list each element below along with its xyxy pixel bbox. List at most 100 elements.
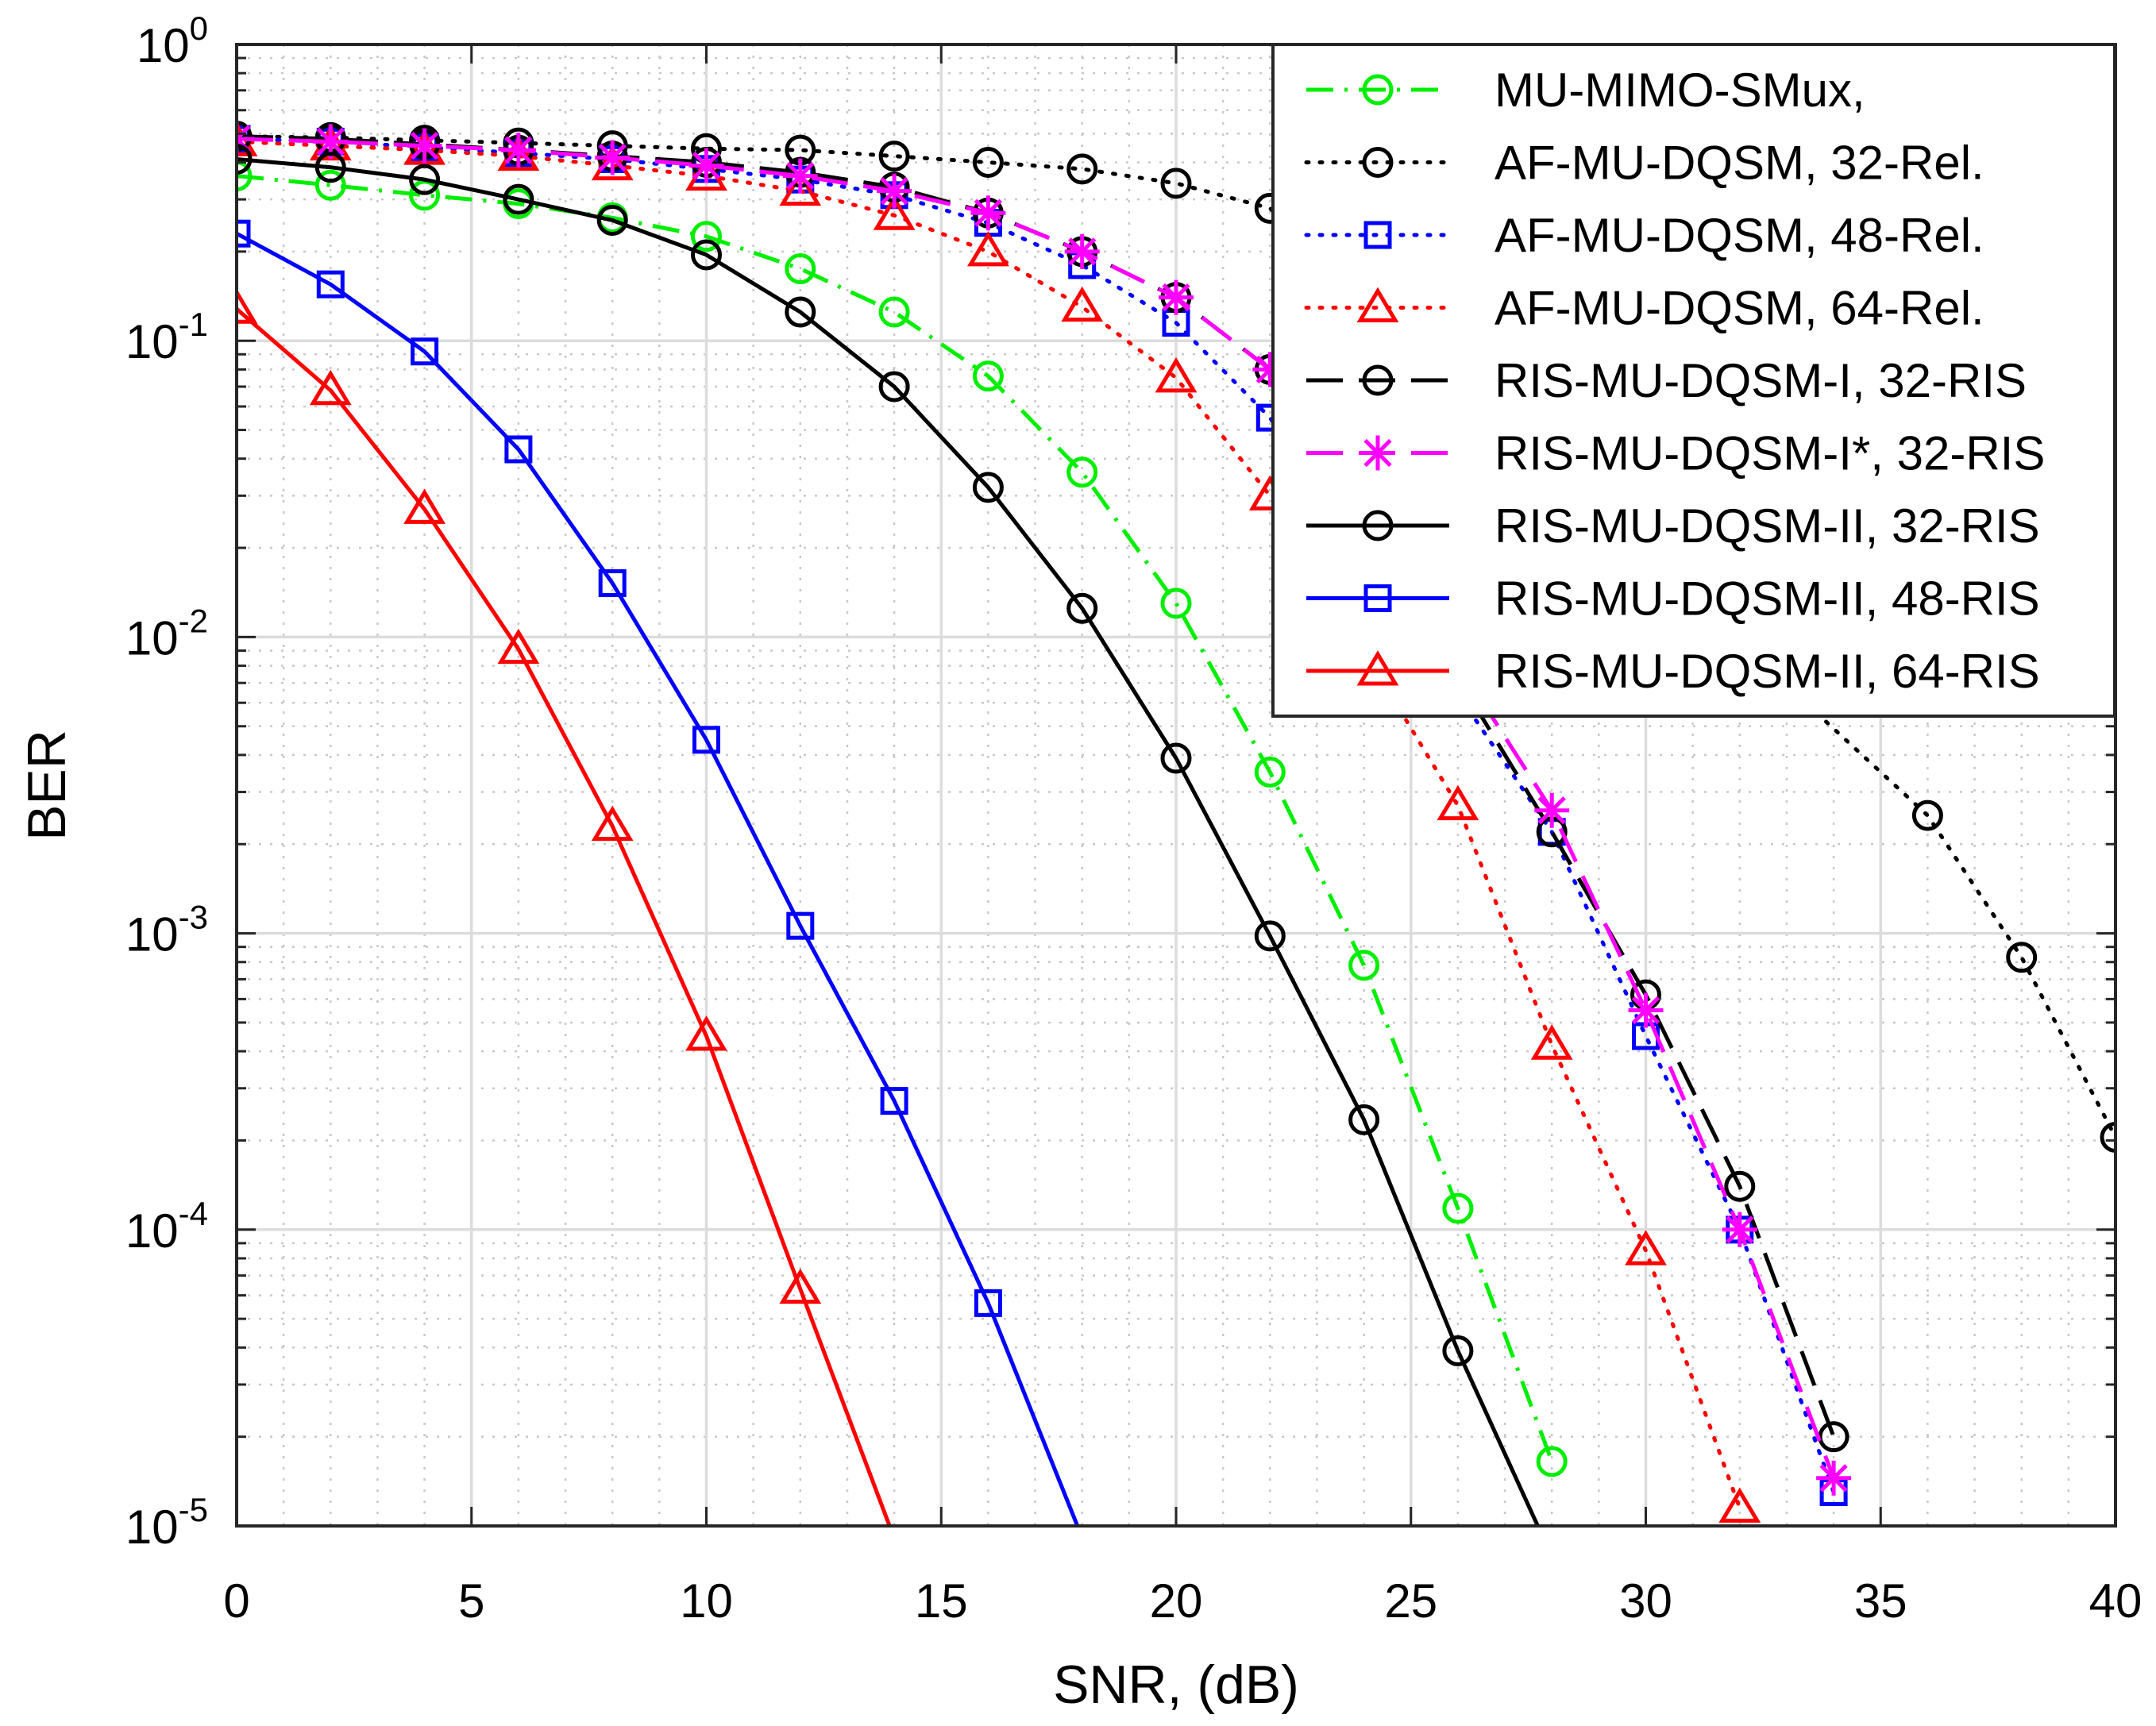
y-tick-label: 10-1 bbox=[125, 306, 208, 368]
circle-marker bbox=[409, 164, 441, 195]
legend-entry: AF-MU-DQSM, 48-Rel. bbox=[1304, 209, 1984, 262]
triangle-marker bbox=[309, 369, 352, 406]
asterisk-marker bbox=[1252, 352, 1288, 387]
series-line bbox=[237, 139, 1742, 1510]
legend-entry: AF-MU-DQSM, 64-Rel. bbox=[1304, 282, 1984, 335]
circle-marker bbox=[1442, 1192, 1474, 1224]
series-9 bbox=[237, 288, 892, 1526]
legend-label: RIS-MU-DQSM-I, 32-RIS bbox=[1495, 354, 2027, 407]
x-tick-label: 0 bbox=[223, 1574, 249, 1628]
circle-marker bbox=[691, 221, 722, 252]
asterisk-marker bbox=[782, 158, 818, 194]
triangle-marker bbox=[1061, 286, 1104, 322]
circle-marker bbox=[314, 152, 346, 183]
circle-marker bbox=[1160, 588, 1192, 619]
circle-marker bbox=[1160, 168, 1192, 199]
series-layer bbox=[237, 121, 2116, 1526]
circle-marker bbox=[596, 204, 628, 236]
square-marker bbox=[974, 1289, 1002, 1317]
triangle-marker bbox=[967, 230, 1009, 267]
circle-marker bbox=[1362, 74, 1394, 106]
legend-label: AF-MU-DQSM, 48-Rel. bbox=[1495, 209, 1984, 262]
square-marker bbox=[237, 219, 251, 248]
triangle-marker bbox=[403, 488, 445, 524]
circle-marker bbox=[237, 160, 253, 192]
x-tick-label: 15 bbox=[915, 1574, 968, 1628]
legend: MU-MIMO-SMux, AF-MU-DQSM, 32-Rel. AF-MU-DQ… bbox=[1271, 43, 2116, 718]
series-line bbox=[237, 157, 1540, 1526]
triangle-marker bbox=[591, 805, 634, 842]
circle-marker bbox=[1066, 153, 1098, 185]
triangle-marker bbox=[237, 288, 258, 324]
asterisk-marker bbox=[688, 148, 724, 183]
legend-entry: MU-MIMO-SMux, bbox=[1306, 64, 1865, 117]
square-marker bbox=[411, 337, 439, 366]
square-marker bbox=[880, 1087, 908, 1115]
triangle-marker bbox=[779, 170, 822, 206]
legend-label: RIS-MU-DQSM-I*, 32-RIS bbox=[1495, 427, 2045, 480]
circle-marker bbox=[1536, 1446, 1568, 1478]
asterisk-marker bbox=[407, 128, 442, 164]
minor-grid bbox=[237, 44, 2116, 1526]
series-line bbox=[237, 137, 1836, 1494]
triangle-marker bbox=[1625, 1230, 1667, 1266]
circle-marker bbox=[1442, 1335, 1474, 1366]
legend-label: AF-MU-DQSM, 32-Rel. bbox=[1495, 137, 1984, 190]
circle-marker bbox=[878, 296, 910, 328]
y-tick-label: 100 bbox=[137, 10, 208, 72]
triangle-marker bbox=[685, 1015, 727, 1051]
legend-label: MU-MIMO-SMux, bbox=[1495, 64, 1865, 117]
x-tick-label: 35 bbox=[1854, 1574, 1907, 1628]
x-tick-label: 20 bbox=[1150, 1574, 1203, 1628]
square-marker bbox=[598, 569, 627, 598]
triangle-marker bbox=[497, 135, 540, 171]
circle-marker bbox=[314, 169, 346, 201]
circle-marker bbox=[1254, 757, 1286, 788]
asterisk-marker bbox=[1064, 233, 1100, 269]
triangle-marker bbox=[497, 628, 540, 665]
square-marker bbox=[504, 435, 533, 464]
legend-entry: AF-MU-DQSM, 32-Rel. bbox=[1304, 137, 1984, 190]
series-line bbox=[237, 174, 1554, 1462]
asterisk-marker bbox=[877, 173, 912, 209]
asterisk-marker bbox=[1360, 435, 1395, 471]
circle-marker bbox=[1362, 510, 1394, 541]
square-marker bbox=[692, 726, 720, 754]
asterisk-marker bbox=[1534, 792, 1570, 828]
circle-marker bbox=[972, 147, 1004, 179]
legend-entry: RIS-MU-DQSM-II, 48-RIS bbox=[1306, 572, 2040, 626]
circle-marker bbox=[1818, 1421, 1849, 1453]
circle-marker bbox=[1362, 147, 1394, 178]
series-6 bbox=[237, 121, 1852, 1496]
circle-marker bbox=[691, 239, 722, 271]
y-tick-label: 10-2 bbox=[125, 602, 208, 665]
legend-entry: RIS-MU-DQSM-I*, 32-RIS bbox=[1306, 427, 2045, 480]
asterisk-marker bbox=[595, 140, 631, 175]
circle-marker bbox=[409, 179, 441, 211]
x-tick-label: 10 bbox=[680, 1574, 733, 1628]
asterisk-marker bbox=[970, 195, 1006, 231]
circle-marker bbox=[1254, 920, 1286, 952]
circle-marker bbox=[1348, 1104, 1380, 1135]
legend-entry: RIS-MU-DQSM-II, 32-RIS bbox=[1306, 499, 2040, 553]
series-8 bbox=[237, 219, 1080, 1526]
circle-marker bbox=[972, 360, 1004, 392]
circle-marker bbox=[1911, 799, 1943, 831]
triangle-marker bbox=[1530, 1024, 1573, 1060]
circle-marker bbox=[237, 121, 253, 152]
circle-marker bbox=[878, 141, 910, 172]
legend-label: RIS-MU-DQSM-II, 48-RIS bbox=[1495, 572, 2040, 626]
circle-marker bbox=[237, 144, 253, 175]
circle-marker bbox=[785, 252, 816, 284]
series-line bbox=[237, 232, 1080, 1526]
x-tick-label: 40 bbox=[2089, 1574, 2143, 1628]
y-tick-labels: 100 10-1 10-2 10-3 10-4 10-5 bbox=[125, 10, 208, 1554]
series-line bbox=[237, 307, 892, 1526]
triangle-marker bbox=[1718, 1487, 1761, 1523]
triangle-marker bbox=[873, 195, 916, 230]
square-marker bbox=[1363, 584, 1392, 612]
y-axis-label: BER bbox=[17, 730, 77, 841]
series-line bbox=[237, 137, 1836, 1479]
circle-marker bbox=[1066, 457, 1098, 488]
legend-label: AF-MU-DQSM, 64-Rel. bbox=[1495, 282, 1984, 335]
